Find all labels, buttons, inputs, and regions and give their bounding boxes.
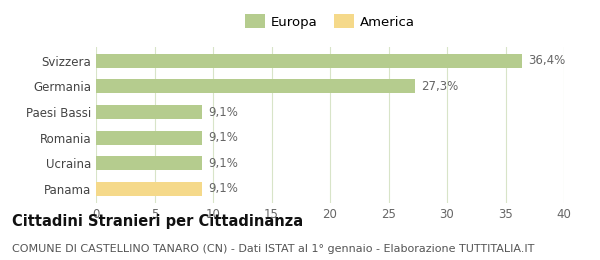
Text: 9,1%: 9,1% <box>208 131 238 144</box>
Legend: Europa, America: Europa, America <box>245 14 415 29</box>
Text: 27,3%: 27,3% <box>421 80 458 93</box>
Bar <box>96 182 202 196</box>
Bar <box>96 156 202 170</box>
Text: 36,4%: 36,4% <box>528 54 565 67</box>
Text: 9,1%: 9,1% <box>208 106 238 119</box>
Text: COMUNE DI CASTELLINO TANARO (CN) - Dati ISTAT al 1° gennaio - Elaborazione TUTTI: COMUNE DI CASTELLINO TANARO (CN) - Dati … <box>12 244 535 254</box>
Text: 9,1%: 9,1% <box>208 182 238 195</box>
Text: Cittadini Stranieri per Cittadinanza: Cittadini Stranieri per Cittadinanza <box>12 214 303 229</box>
Bar <box>96 80 415 94</box>
Bar <box>96 54 522 68</box>
Text: 9,1%: 9,1% <box>208 157 238 170</box>
Bar <box>96 105 202 119</box>
Bar <box>96 131 202 145</box>
